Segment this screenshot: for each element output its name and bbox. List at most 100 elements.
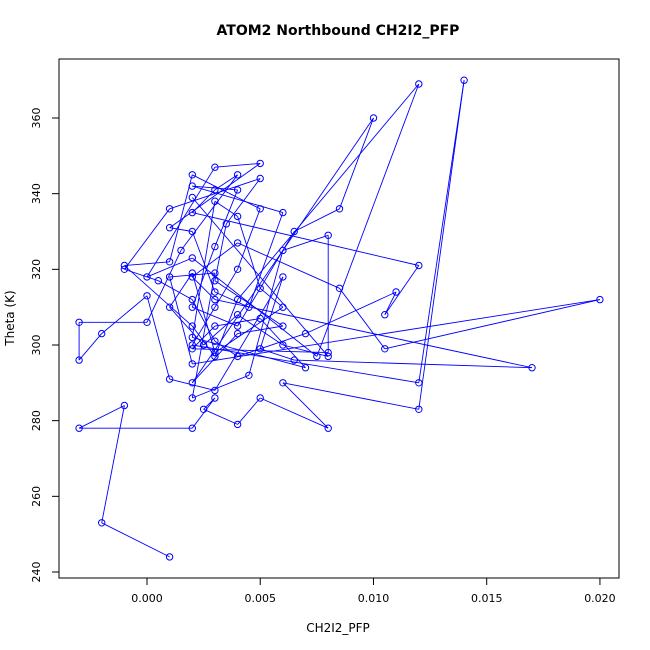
data-point	[335, 284, 344, 292]
data-point	[233, 171, 242, 179]
data-point	[188, 254, 197, 262]
series-segment	[192, 336, 306, 369]
data-point	[211, 186, 219, 194]
data-point	[233, 295, 242, 304]
series-segment	[191, 325, 216, 357]
data-point	[381, 345, 389, 353]
data-point	[120, 265, 129, 273]
series-segment	[259, 287, 284, 308]
data-point	[188, 360, 197, 368]
data-point	[199, 405, 208, 413]
series-segment	[282, 382, 419, 410]
series-segment	[191, 189, 216, 213]
data-point	[233, 420, 242, 429]
plot-frame	[58, 58, 620, 579]
data-point	[211, 337, 219, 345]
data-point	[211, 352, 219, 361]
data-point	[256, 174, 264, 183]
series-segment	[237, 208, 261, 270]
series-segment	[418, 80, 465, 383]
series-segment	[192, 306, 238, 327]
y-tick-label: 320	[30, 259, 43, 280]
data-point	[211, 163, 219, 171]
series-segment	[305, 291, 397, 335]
series-segment	[191, 325, 216, 350]
series-segment	[169, 272, 215, 278]
data-point	[165, 553, 174, 561]
series-segment	[124, 261, 170, 266]
data-point	[233, 322, 242, 330]
data-point	[460, 76, 468, 84]
data-point	[256, 284, 264, 292]
series-segment	[101, 522, 170, 558]
x-tick-label: 0.000	[131, 592, 163, 605]
data-point	[233, 186, 242, 194]
data-point	[211, 295, 219, 304]
data-point	[415, 80, 423, 88]
data-point	[279, 303, 287, 311]
data-point	[188, 394, 197, 402]
data-point	[165, 273, 174, 281]
x-tick-label: 0.020	[584, 592, 616, 605]
data-point	[165, 205, 174, 213]
series-segment	[191, 273, 216, 399]
y-axis: 240 260 280 300 320 340 360	[30, 108, 59, 583]
series-segment	[78, 333, 103, 361]
series-segment	[237, 242, 340, 289]
series-segment	[101, 405, 125, 523]
series-segment	[169, 306, 204, 346]
series-segment	[214, 200, 238, 217]
x-tick-label: 0.015	[471, 592, 503, 605]
x-tick-label: 0.005	[244, 592, 276, 605]
series-segment	[169, 227, 193, 232]
series-segment	[101, 295, 148, 334]
data-point	[528, 364, 536, 372]
series-segment	[191, 397, 216, 429]
series-segment	[158, 280, 193, 300]
data-point	[233, 329, 242, 338]
data-point	[177, 246, 185, 255]
y-tick-label: 340	[30, 183, 43, 204]
series-segment	[214, 276, 284, 391]
series-segment	[192, 212, 419, 266]
series-segment	[169, 163, 261, 229]
series-segment	[124, 265, 193, 327]
series-segment	[214, 291, 250, 308]
series-segment	[237, 397, 261, 425]
data-point	[290, 356, 298, 364]
series-segment	[282, 382, 329, 429]
data-point	[324, 352, 332, 361]
data-point	[233, 212, 242, 221]
data-point	[279, 379, 287, 387]
series-segment	[192, 174, 261, 210]
y-tick-label: 280	[30, 410, 43, 431]
data-point	[256, 314, 264, 323]
data-point	[188, 424, 197, 432]
data-point	[211, 242, 219, 251]
data-point	[188, 193, 197, 202]
series-segment	[214, 174, 238, 191]
data-point	[279, 273, 287, 281]
series-segment	[78, 405, 125, 429]
data-point	[415, 261, 423, 270]
data-point	[256, 159, 264, 168]
data-point	[188, 273, 197, 281]
data-point	[75, 356, 83, 364]
series-segment	[293, 208, 340, 232]
data-point	[98, 519, 106, 527]
x-axis-label: CH2I2_PFP	[306, 621, 370, 635]
series-segment	[146, 257, 193, 278]
series-segment	[203, 408, 238, 425]
data-point	[120, 401, 129, 410]
data-point	[245, 371, 253, 379]
data-point	[154, 277, 163, 285]
y-tick-label: 260	[30, 486, 43, 507]
data-point	[233, 265, 242, 273]
series-segment	[237, 314, 284, 346]
data-point	[188, 333, 197, 342]
chart-title: ATOM2 Northbound CH2I2_PFP	[217, 23, 460, 39]
data-point	[143, 292, 151, 300]
series-segment	[191, 299, 216, 342]
series-segment	[192, 299, 600, 365]
series-segment	[124, 208, 170, 270]
